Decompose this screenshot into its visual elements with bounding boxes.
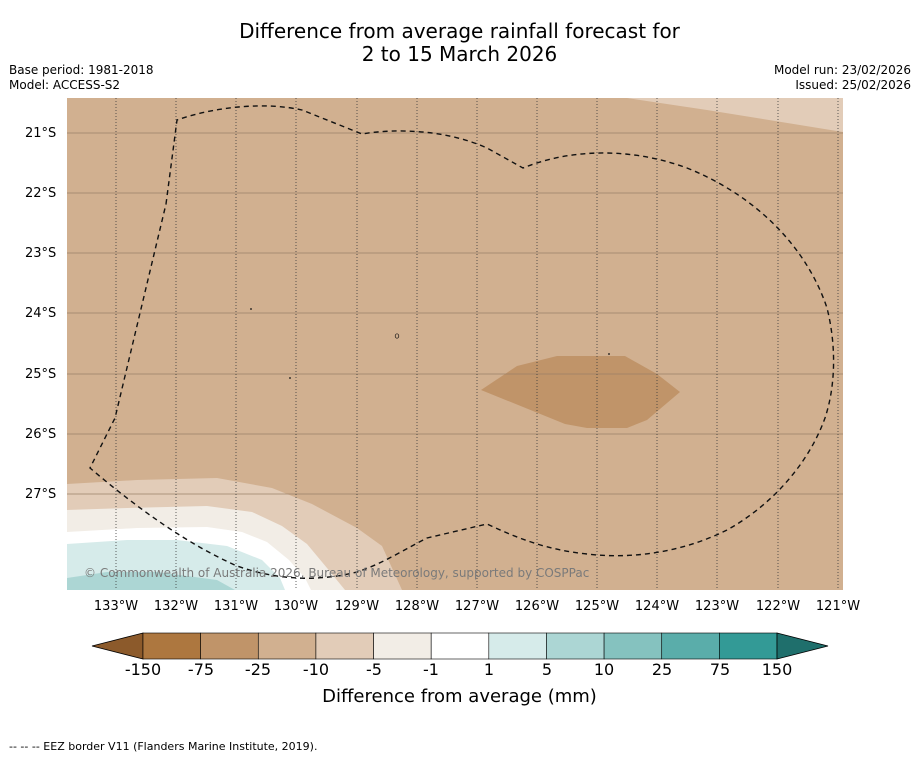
lat-label-24s: 24°S: [25, 306, 57, 321]
colorbar-bin: [373, 632, 432, 660]
lon-label-128w: 128°W: [394, 599, 440, 614]
colorbar-bin: [200, 632, 259, 660]
eez-footnote: -- -- -- EEZ border V11 (Flanders Marine…: [9, 740, 318, 753]
lon-label-124w: 124°W: [634, 599, 680, 614]
lat-label-21s: 21°S: [25, 126, 57, 141]
colorbar-under-triangle: [91, 632, 144, 660]
lon-label-122w: 122°W: [755, 599, 801, 614]
island-marker: [608, 353, 610, 355]
colorbar-tick: -75: [187, 660, 215, 679]
colorbar-bin: [142, 632, 201, 660]
colorbar-bin: [719, 632, 778, 660]
lat-label-23s: 23°S: [25, 246, 57, 261]
lon-label-130w: 130°W: [273, 599, 319, 614]
issued-date: Issued: 25/02/2026: [795, 78, 911, 92]
lon-label-125w: 125°W: [574, 599, 620, 614]
colorbar-tick: 5: [541, 660, 553, 679]
island-marker: [394, 333, 400, 339]
colorbar-tick: -5: [366, 660, 382, 679]
island-marker: [250, 308, 252, 310]
base-period: Base period: 1981-2018: [9, 63, 154, 77]
lat-label-22s: 22°S: [25, 186, 57, 201]
title-line-1: Difference from average rainfall forecas…: [239, 19, 680, 43]
lat-label-25s: 25°S: [25, 367, 57, 382]
lon-label-129w: 129°W: [334, 599, 380, 614]
colorbar-tick: 150: [761, 660, 793, 679]
colorbar-bin: [661, 632, 720, 660]
island-marker: [289, 377, 291, 379]
anomaly-region-minus10-to-minus5-north: [627, 98, 843, 132]
colorbar-bin: [603, 632, 663, 660]
lon-label-127w: 127°W: [454, 599, 500, 614]
colorbar-bins: [142, 632, 778, 660]
rainfall-map: [67, 98, 843, 590]
latitude-gridlines: [67, 132, 843, 495]
colorbar-tick: -10: [302, 660, 330, 679]
colorbar-bin: [488, 632, 547, 660]
lon-label-133w: 133°W: [93, 599, 139, 614]
colorbar-tick: 1: [483, 660, 495, 679]
eez-border: [89, 105, 835, 579]
anomaly-region-5-to-10: [67, 572, 235, 590]
model-run: Model run: 23/02/2026: [773, 63, 911, 77]
title-line-2: 2 to 15 March 2026: [361, 42, 558, 66]
colorbar-tick: -25: [244, 660, 272, 679]
copyright-notice: © Commonwealth of Australia 2026, Bureau…: [84, 566, 590, 580]
colorbar-bin: [315, 632, 374, 660]
colorbar-over-triangle: [776, 632, 829, 660]
lon-label-126w: 126°W: [514, 599, 560, 614]
colorbar-tick: 10: [593, 660, 615, 679]
lon-label-131w: 131°W: [213, 599, 259, 614]
colorbar-tick: -1: [423, 660, 439, 679]
colorbar-tick: -150: [124, 660, 162, 679]
colorbar-bin: [257, 632, 317, 660]
lon-label-132w: 132°W: [153, 599, 199, 614]
colorbar-tick: 25: [651, 660, 673, 679]
lat-label-27s: 27°S: [25, 487, 57, 502]
colorbar-bin: [546, 632, 605, 660]
model-name: Model: ACCESS-S2: [9, 78, 121, 92]
lon-label-123w: 123°W: [694, 599, 740, 614]
lon-label-121w: 121°W: [815, 599, 861, 614]
colorbar-bin: [430, 632, 490, 660]
colorbar: [91, 632, 829, 660]
colorbar-tick: 75: [709, 660, 731, 679]
longitude-gridlines: [115, 98, 839, 590]
lat-label-26s: 26°S: [25, 427, 57, 442]
colorbar-label: Difference from average (mm): [322, 686, 597, 707]
